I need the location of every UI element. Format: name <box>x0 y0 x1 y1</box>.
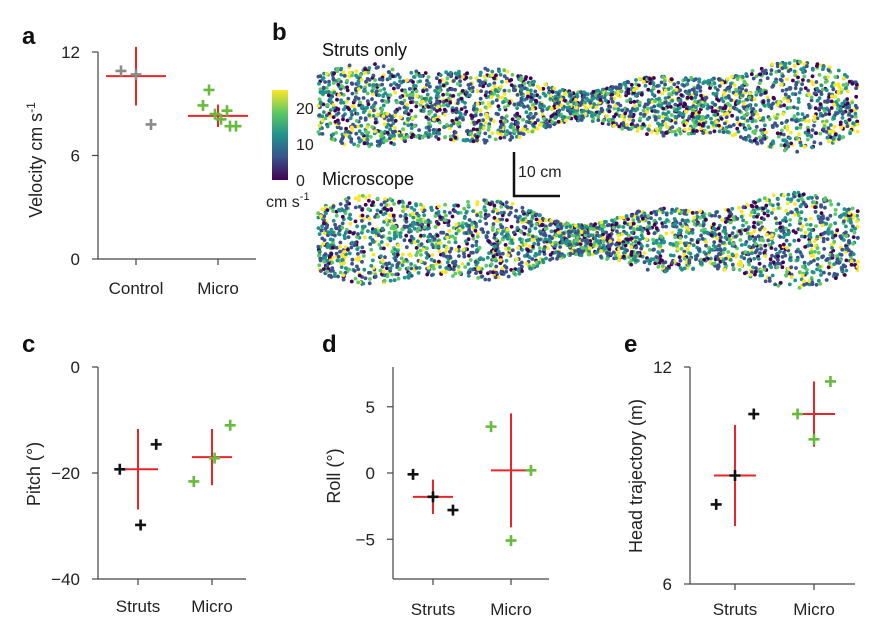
marks-c <box>114 419 236 531</box>
y-axis-label-e: Head trajectory (m) <box>626 399 646 553</box>
data-point-e-4 <box>808 433 820 445</box>
data-point-e-5 <box>824 375 836 387</box>
y-tick-label-a-0: 0 <box>71 250 80 269</box>
x-tick-label-e-0: Struts <box>713 600 757 619</box>
x-tick-label-c-0: Struts <box>116 597 160 616</box>
data-point-d-1 <box>427 491 439 503</box>
data-point-d-4 <box>505 535 517 547</box>
y-tick-label-c-1: −20 <box>51 464 80 483</box>
colorbar-unit: cm s <box>266 194 300 211</box>
y-axis-label-d: Roll (°) <box>324 448 344 503</box>
data-point-a-1 <box>130 68 142 80</box>
data-point-c-2 <box>150 438 162 450</box>
data-point-d-2 <box>447 504 459 516</box>
colorbar-unit-sup: -1 <box>300 191 310 203</box>
y-axis-label-sup-a: -1 <box>24 102 38 113</box>
x-tick-label-d-0: Struts <box>411 600 455 619</box>
x-tick-label-e-1: Micro <box>793 600 835 619</box>
panel-letter-a: a <box>22 23 36 50</box>
y-tick-label-a-1: 6 <box>71 147 80 166</box>
x-tick-label-a-0: Control <box>109 279 164 298</box>
data-point-d-3 <box>485 421 497 433</box>
marks-a <box>106 46 248 132</box>
data-point-c-3 <box>188 475 200 487</box>
y-tick-label-d-0: −5 <box>356 530 375 549</box>
colorbar-tick-labels: 0 10 20 <box>296 101 314 190</box>
axes-c <box>92 366 246 585</box>
panel-letter-b: b <box>272 19 287 46</box>
track-microscope-dots <box>316 190 860 290</box>
data-point-c-1 <box>135 519 147 531</box>
data-point-c-4 <box>209 452 221 464</box>
panel-letter-d: d <box>322 331 337 358</box>
axes-a <box>92 51 256 265</box>
panel-d: d −5 0 5 Struts Micro Roll (°) <box>322 331 549 619</box>
x-tick-label-a-1: Micro <box>197 279 239 298</box>
panel-e: e 6 12 Struts Micro Head trajectory (m) <box>624 331 855 619</box>
y-axis-label-a: Velocity cm s <box>26 113 46 218</box>
y-tick-labels-a: 0 6 12 <box>61 43 80 269</box>
panel-b: b Struts only Microscope 0 10 20 cm s-1 10… <box>266 19 860 290</box>
y-tick-labels-d: −5 0 5 <box>356 398 375 550</box>
colorbar <box>272 90 288 180</box>
panel-c: c −40 −20 0 Struts Micro Pitch (°) <box>22 331 246 616</box>
data-point-e-3 <box>792 408 804 420</box>
y-axis-title-d: Roll (°) <box>324 448 344 503</box>
data-point-c-0 <box>114 463 126 475</box>
x-tick-labels-d: Struts Micro <box>411 600 532 619</box>
axes-e <box>684 366 855 590</box>
data-point-e-0 <box>710 498 722 510</box>
y-tick-label-c-0: −40 <box>51 570 80 589</box>
x-tick-labels-e: Struts Micro <box>713 600 835 619</box>
data-point-d-0 <box>407 468 419 480</box>
y-tick-label-e-0: 6 <box>663 575 672 594</box>
y-axis-title-c: Pitch (°) <box>24 442 44 506</box>
x-tick-label-d-1: Micro <box>490 600 532 619</box>
track-struts-dots <box>316 58 860 154</box>
data-point-e-1 <box>729 470 741 481</box>
x-tick-label-c-1: Micro <box>191 597 233 616</box>
y-tick-labels-c: −40 −20 0 <box>51 358 80 589</box>
y-tick-label-d-1: 0 <box>366 464 375 483</box>
data-point-a-2 <box>145 118 157 130</box>
y-tick-label-e-1: 12 <box>653 358 672 377</box>
y-tick-label-d-2: 5 <box>366 398 375 417</box>
scale-bar <box>512 152 560 198</box>
y-tick-labels-e: 6 12 <box>653 358 672 594</box>
data-point-a-0 <box>115 65 127 77</box>
data-point-a-7 <box>221 105 233 117</box>
data-point-a-4 <box>203 84 215 96</box>
data-point-a-6 <box>215 113 227 125</box>
y-tick-label-a-2: 12 <box>61 43 80 62</box>
svg-text:Velocity cm s-1: Velocity cm s-1 <box>24 102 46 218</box>
data-point-c-5 <box>224 419 236 431</box>
y-tick-label-c-2: 0 <box>71 358 80 377</box>
data-point-a-3 <box>197 99 209 111</box>
data-point-a-9 <box>230 120 242 132</box>
marks-e <box>710 375 836 527</box>
x-tick-labels-c: Struts Micro <box>116 597 233 616</box>
colorbar-tick-label-2: 20 <box>296 101 314 118</box>
x-tick-labels-a: Control Micro <box>109 279 239 298</box>
marks-d <box>407 413 537 547</box>
data-point-e-2 <box>748 408 760 420</box>
track-title-microscope: Microscope <box>322 169 414 189</box>
panel-letter-e: e <box>624 331 637 358</box>
scale-bar-label: 10 cm <box>518 164 562 181</box>
axes-d <box>387 367 549 585</box>
track-title-struts: Struts only <box>322 40 407 60</box>
panel-a: a 0 6 12 Control Micro Velocity cm s-1 <box>22 23 256 298</box>
colorbar-tick-label-0: 0 <box>296 173 305 190</box>
y-axis-title-a: Velocity cm s-1 <box>24 102 46 218</box>
y-axis-label-c: Pitch (°) <box>24 442 44 506</box>
colorbar-tick-label-1: 10 <box>296 137 314 154</box>
data-point-d-5 <box>525 464 537 476</box>
y-axis-title-e: Head trajectory (m) <box>626 399 646 553</box>
data-point-a-5 <box>209 108 221 120</box>
panel-letter-c: c <box>22 331 35 358</box>
